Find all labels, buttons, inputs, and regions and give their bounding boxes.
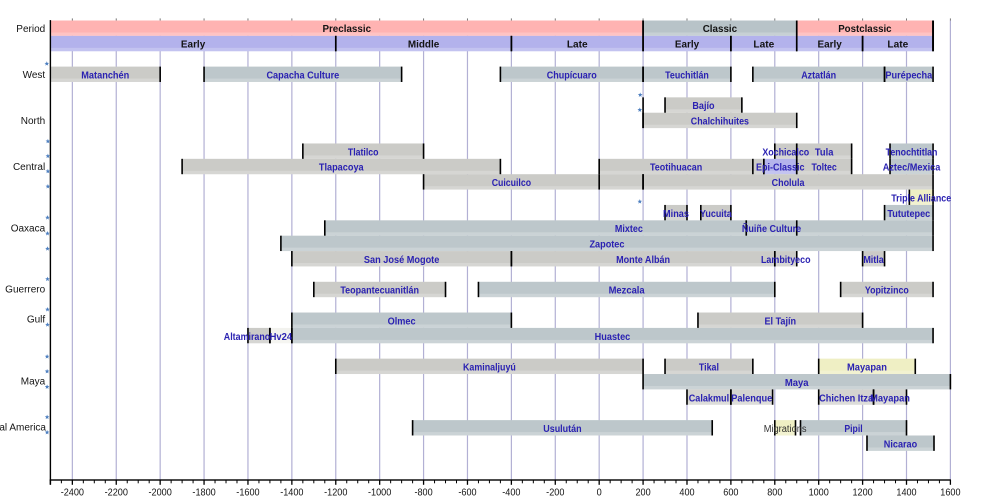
- svg-text:Early: Early: [181, 39, 206, 50]
- svg-text:Early: Early: [818, 39, 843, 50]
- svg-text:Triple Alliance: Triple Alliance: [891, 193, 951, 204]
- svg-text:Classic: Classic: [703, 24, 738, 35]
- svg-text:-600: -600: [458, 487, 477, 498]
- svg-text:Maya: Maya: [785, 378, 809, 389]
- svg-text:Mitla: Mitla: [863, 255, 884, 266]
- svg-text:-1200: -1200: [324, 487, 348, 498]
- svg-text:Xochicalco: Xochicalco: [762, 147, 809, 158]
- svg-text:Oaxaca: Oaxaca: [11, 224, 46, 235]
- svg-text:Teotihuacan: Teotihuacan: [650, 163, 702, 174]
- svg-text:Olmec: Olmec: [388, 316, 416, 327]
- svg-text:Middle: Middle: [408, 39, 440, 50]
- svg-text:Matanchén: Matanchén: [81, 71, 129, 82]
- svg-text:Cholula: Cholula: [772, 178, 805, 189]
- svg-text:Tlapacoya: Tlapacoya: [319, 163, 364, 174]
- svg-text:Late: Late: [887, 39, 908, 50]
- svg-text:Central: Central: [13, 162, 45, 173]
- svg-text:Usulután: Usulután: [543, 424, 581, 435]
- svg-text:-1600: -1600: [236, 487, 260, 498]
- svg-text:Hv24: Hv24: [270, 332, 293, 343]
- svg-text:Zapotec: Zapotec: [589, 240, 624, 251]
- svg-text:San José Mogote: San José Mogote: [364, 255, 440, 266]
- svg-text:Tula: Tula: [815, 147, 834, 158]
- svg-text:400: 400: [679, 487, 695, 498]
- svg-text:600: 600: [723, 487, 739, 498]
- svg-text:Teopantecuanitlán: Teopantecuanitlán: [340, 286, 419, 297]
- svg-text:Chupícuaro: Chupícuaro: [547, 71, 597, 82]
- svg-text:-2200: -2200: [105, 487, 129, 498]
- svg-text:1400: 1400: [896, 487, 917, 498]
- svg-text:Gulf: Gulf: [27, 314, 46, 325]
- svg-text:Postclassic: Postclassic: [838, 24, 892, 35]
- svg-text:North: North: [21, 116, 45, 127]
- svg-text:Migrations: Migrations: [764, 424, 807, 435]
- svg-text:West: West: [23, 70, 46, 81]
- svg-text:-1400: -1400: [280, 487, 304, 498]
- svg-text:Epi-Classic: Epi-Classic: [756, 163, 805, 174]
- svg-text:-800: -800: [414, 487, 433, 498]
- svg-text:Late: Late: [753, 39, 774, 50]
- svg-text:Pipil: Pipil: [844, 424, 862, 435]
- svg-text:Altamirano: Altamirano: [224, 332, 270, 343]
- svg-text:-400: -400: [502, 487, 521, 498]
- svg-text:-200: -200: [546, 487, 565, 498]
- svg-text:Preclassic: Preclassic: [322, 24, 371, 35]
- svg-text:1200: 1200: [853, 487, 874, 498]
- svg-text:Maya: Maya: [21, 377, 46, 388]
- svg-text:Teuchitlán: Teuchitlán: [665, 71, 709, 82]
- svg-text:Period: Period: [16, 24, 45, 35]
- svg-text:Toltec: Toltec: [812, 163, 838, 174]
- svg-text:Mayapan: Mayapan: [847, 363, 887, 374]
- svg-text:Purépecha: Purépecha: [885, 71, 932, 82]
- svg-text:Yopitzinco: Yopitzinco: [865, 286, 909, 297]
- svg-text:0: 0: [597, 487, 603, 498]
- svg-text:Kaminaljuyú: Kaminaljuyú: [463, 363, 516, 374]
- svg-text:-1000: -1000: [368, 487, 392, 498]
- svg-text:Calakmul: Calakmul: [689, 393, 730, 404]
- svg-text:Aztatlán: Aztatlán: [801, 71, 836, 82]
- svg-text:Yucuita: Yucuita: [700, 209, 732, 220]
- svg-text:Tenochtitlan: Tenochtitlan: [886, 147, 938, 158]
- svg-text:Mixtec: Mixtec: [615, 224, 643, 235]
- svg-text:800: 800: [767, 487, 783, 498]
- svg-text:Capacha Culture: Capacha Culture: [266, 71, 339, 82]
- svg-text:-1800: -1800: [192, 487, 216, 498]
- svg-text:Early: Early: [675, 39, 700, 50]
- svg-text:Ñuiñe Culture: Ñuiñe Culture: [742, 222, 802, 235]
- svg-text:200: 200: [635, 487, 651, 498]
- svg-text:-2000: -2000: [149, 487, 173, 498]
- svg-text:Minas: Minas: [663, 209, 689, 220]
- svg-text:Guerrero: Guerrero: [5, 285, 45, 296]
- svg-text:Tlatilco: Tlatilco: [348, 147, 379, 158]
- svg-text:Mezcala: Mezcala: [609, 286, 646, 297]
- svg-text:1000: 1000: [809, 487, 830, 498]
- svg-text:Monte Albán: Monte Albán: [616, 255, 670, 266]
- svg-text:Chalchihuites: Chalchihuites: [691, 117, 750, 128]
- svg-text:Lambityeco: Lambityeco: [761, 255, 811, 266]
- svg-text:Bajío: Bajío: [692, 101, 714, 112]
- svg-text:Aztec/Mexica: Aztec/Mexica: [883, 163, 941, 174]
- svg-text:Central America: Central America: [0, 423, 46, 434]
- svg-text:Late: Late: [567, 39, 588, 50]
- svg-text:Chichen Itza: Chichen Itza: [819, 393, 873, 404]
- svg-text:Palenque: Palenque: [731, 393, 772, 404]
- svg-text:-2400: -2400: [61, 487, 85, 498]
- svg-text:Mayapan: Mayapan: [870, 393, 910, 404]
- svg-text:Tikal: Tikal: [699, 363, 719, 374]
- svg-text:Huastec: Huastec: [595, 332, 631, 343]
- svg-text:1600: 1600: [940, 487, 961, 498]
- svg-text:Tututepec: Tututepec: [887, 209, 930, 220]
- svg-text:Nicarao: Nicarao: [884, 439, 917, 450]
- svg-text:El Tajín: El Tajín: [764, 316, 796, 327]
- svg-text:Cuicuilco: Cuicuilco: [492, 178, 531, 189]
